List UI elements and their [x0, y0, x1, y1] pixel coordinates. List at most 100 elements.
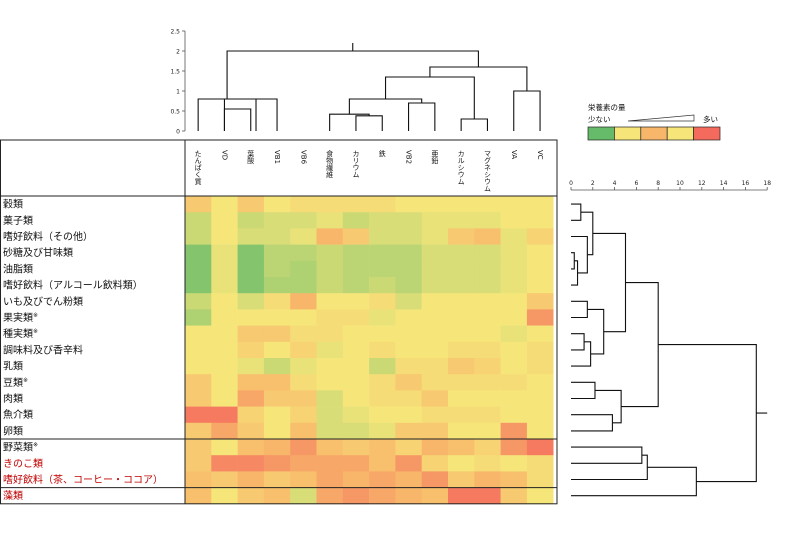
heatmap-cell [395, 487, 422, 505]
heatmap-cell [369, 260, 396, 278]
right-axis-tick-label: 2 [591, 180, 595, 187]
heatmap-cell [395, 212, 422, 229]
heatmap-cell [211, 422, 238, 440]
top-axis-tick-label: 1.5 [170, 69, 180, 76]
heatmap-cell [316, 439, 344, 456]
heatmap-cell [185, 341, 212, 359]
heatmap-cell [526, 406, 554, 424]
heatmap-cell [211, 325, 238, 343]
heatmap-cell [448, 487, 475, 505]
heatmap-cell [448, 277, 475, 294]
heatmap-cell [500, 212, 528, 229]
row-label-text: 砂糖及び甘味類 [3, 246, 73, 259]
heatmap-cell [263, 212, 291, 229]
heatmap-cell [395, 374, 422, 391]
heatmap-cell [342, 390, 370, 407]
heatmap-cell [237, 228, 265, 245]
right-dendrogram-branch [571, 341, 592, 367]
heatmap-cell [211, 309, 238, 326]
heatmap-cell [421, 341, 449, 359]
heatmap-cell [211, 471, 238, 488]
legend-wedge [627, 114, 695, 122]
heatmap-cell [316, 228, 344, 245]
right-dendrogram-branch [571, 454, 648, 481]
heatmap-cell [342, 358, 370, 375]
heatmap-cell [185, 439, 212, 456]
heatmap-cell [263, 341, 291, 359]
heatmap-cell [369, 487, 396, 505]
heatmap-cell [395, 244, 422, 262]
heatmap-cell [526, 341, 554, 359]
right-dendrogram-branch [571, 203, 582, 221]
row-label: 野菜類※ [3, 442, 38, 454]
top-dendrogram-branch [513, 90, 541, 131]
row-label: 藻類 [3, 489, 23, 502]
heatmap-cell [237, 309, 265, 326]
heatmap-cell [185, 487, 212, 505]
heatmap-cell [500, 390, 528, 407]
heatmap-cell [290, 487, 317, 505]
row-label-text: 豆類 [3, 377, 23, 389]
heatmap-cell [263, 358, 291, 375]
heatmap-cell [474, 260, 501, 278]
right-axis-tick-label: 6 [634, 180, 638, 187]
heatmap-cell [421, 244, 449, 262]
top-dendrogram-branch [223, 108, 252, 131]
heatmap-cell [526, 325, 554, 343]
heatmap-cell [421, 455, 449, 472]
right-axis-tick-label: 4 [613, 180, 617, 187]
heatmap-cell [237, 341, 265, 359]
heatmap-cell [211, 390, 238, 407]
column-label: 亜鉛 [431, 150, 439, 165]
row-label: 菓子類 [3, 215, 33, 227]
heatmap-cell [211, 406, 238, 424]
heatmap-cell [526, 244, 554, 262]
row-label-text: 嗜好飲料（アルコール飲料類） [3, 279, 143, 292]
heatmap-cell [290, 455, 317, 472]
heatmap-cell [448, 244, 475, 262]
heatmap-cell [290, 277, 317, 294]
top-dendrogram-branch [329, 113, 370, 131]
top-dendrogram-branch [384, 76, 475, 119]
heatmap-cell [211, 374, 238, 391]
heatmap-cell [185, 390, 212, 407]
legend-swatch [640, 126, 668, 141]
heatmap-cell [316, 390, 344, 407]
heatmap-cell [474, 244, 501, 262]
heatmap-cell [421, 293, 449, 310]
heatmap-cell [237, 277, 265, 294]
heatmap-cell [290, 422, 317, 440]
heatmap-cell [526, 390, 554, 407]
heatmap-cell [185, 260, 212, 278]
row-label-text: 卵類 [3, 425, 23, 437]
heatmap-cell [237, 422, 265, 440]
heatmap-cell [369, 374, 396, 391]
heatmap-cell [448, 293, 475, 310]
heatmap-cell [342, 455, 370, 472]
heatmap-cell [448, 309, 475, 326]
heatmap-cell [290, 260, 317, 278]
heatmap-cell [421, 374, 449, 391]
heatmap-cell [421, 325, 449, 343]
heatmap-cell [211, 358, 238, 375]
heatmap-cell [369, 439, 396, 456]
heatmap-cell [316, 212, 344, 229]
heatmap-cell [342, 293, 370, 310]
heatmap-cell [316, 244, 344, 262]
legend-swatch [587, 126, 615, 141]
heatmap-cell [237, 212, 265, 229]
heatmap-cell [395, 455, 422, 472]
right-axis-tick-label: 12 [698, 180, 706, 187]
top-axis-tick-label: 2 [176, 49, 180, 56]
right-dendrogram-branch [571, 333, 585, 351]
heatmap-cell [342, 244, 370, 262]
legend: 栄養素の量 少ない 多い [587, 102, 721, 141]
top-axis-tick-label: 0 [176, 129, 180, 136]
heatmap-cell [448, 374, 475, 391]
heatmap-cell [237, 244, 265, 262]
heatmap-cell [342, 277, 370, 294]
row-label: 卵類 [3, 425, 23, 437]
heatmap-cell [316, 293, 344, 310]
row-label: 調味料及び香辛料 [3, 343, 83, 356]
